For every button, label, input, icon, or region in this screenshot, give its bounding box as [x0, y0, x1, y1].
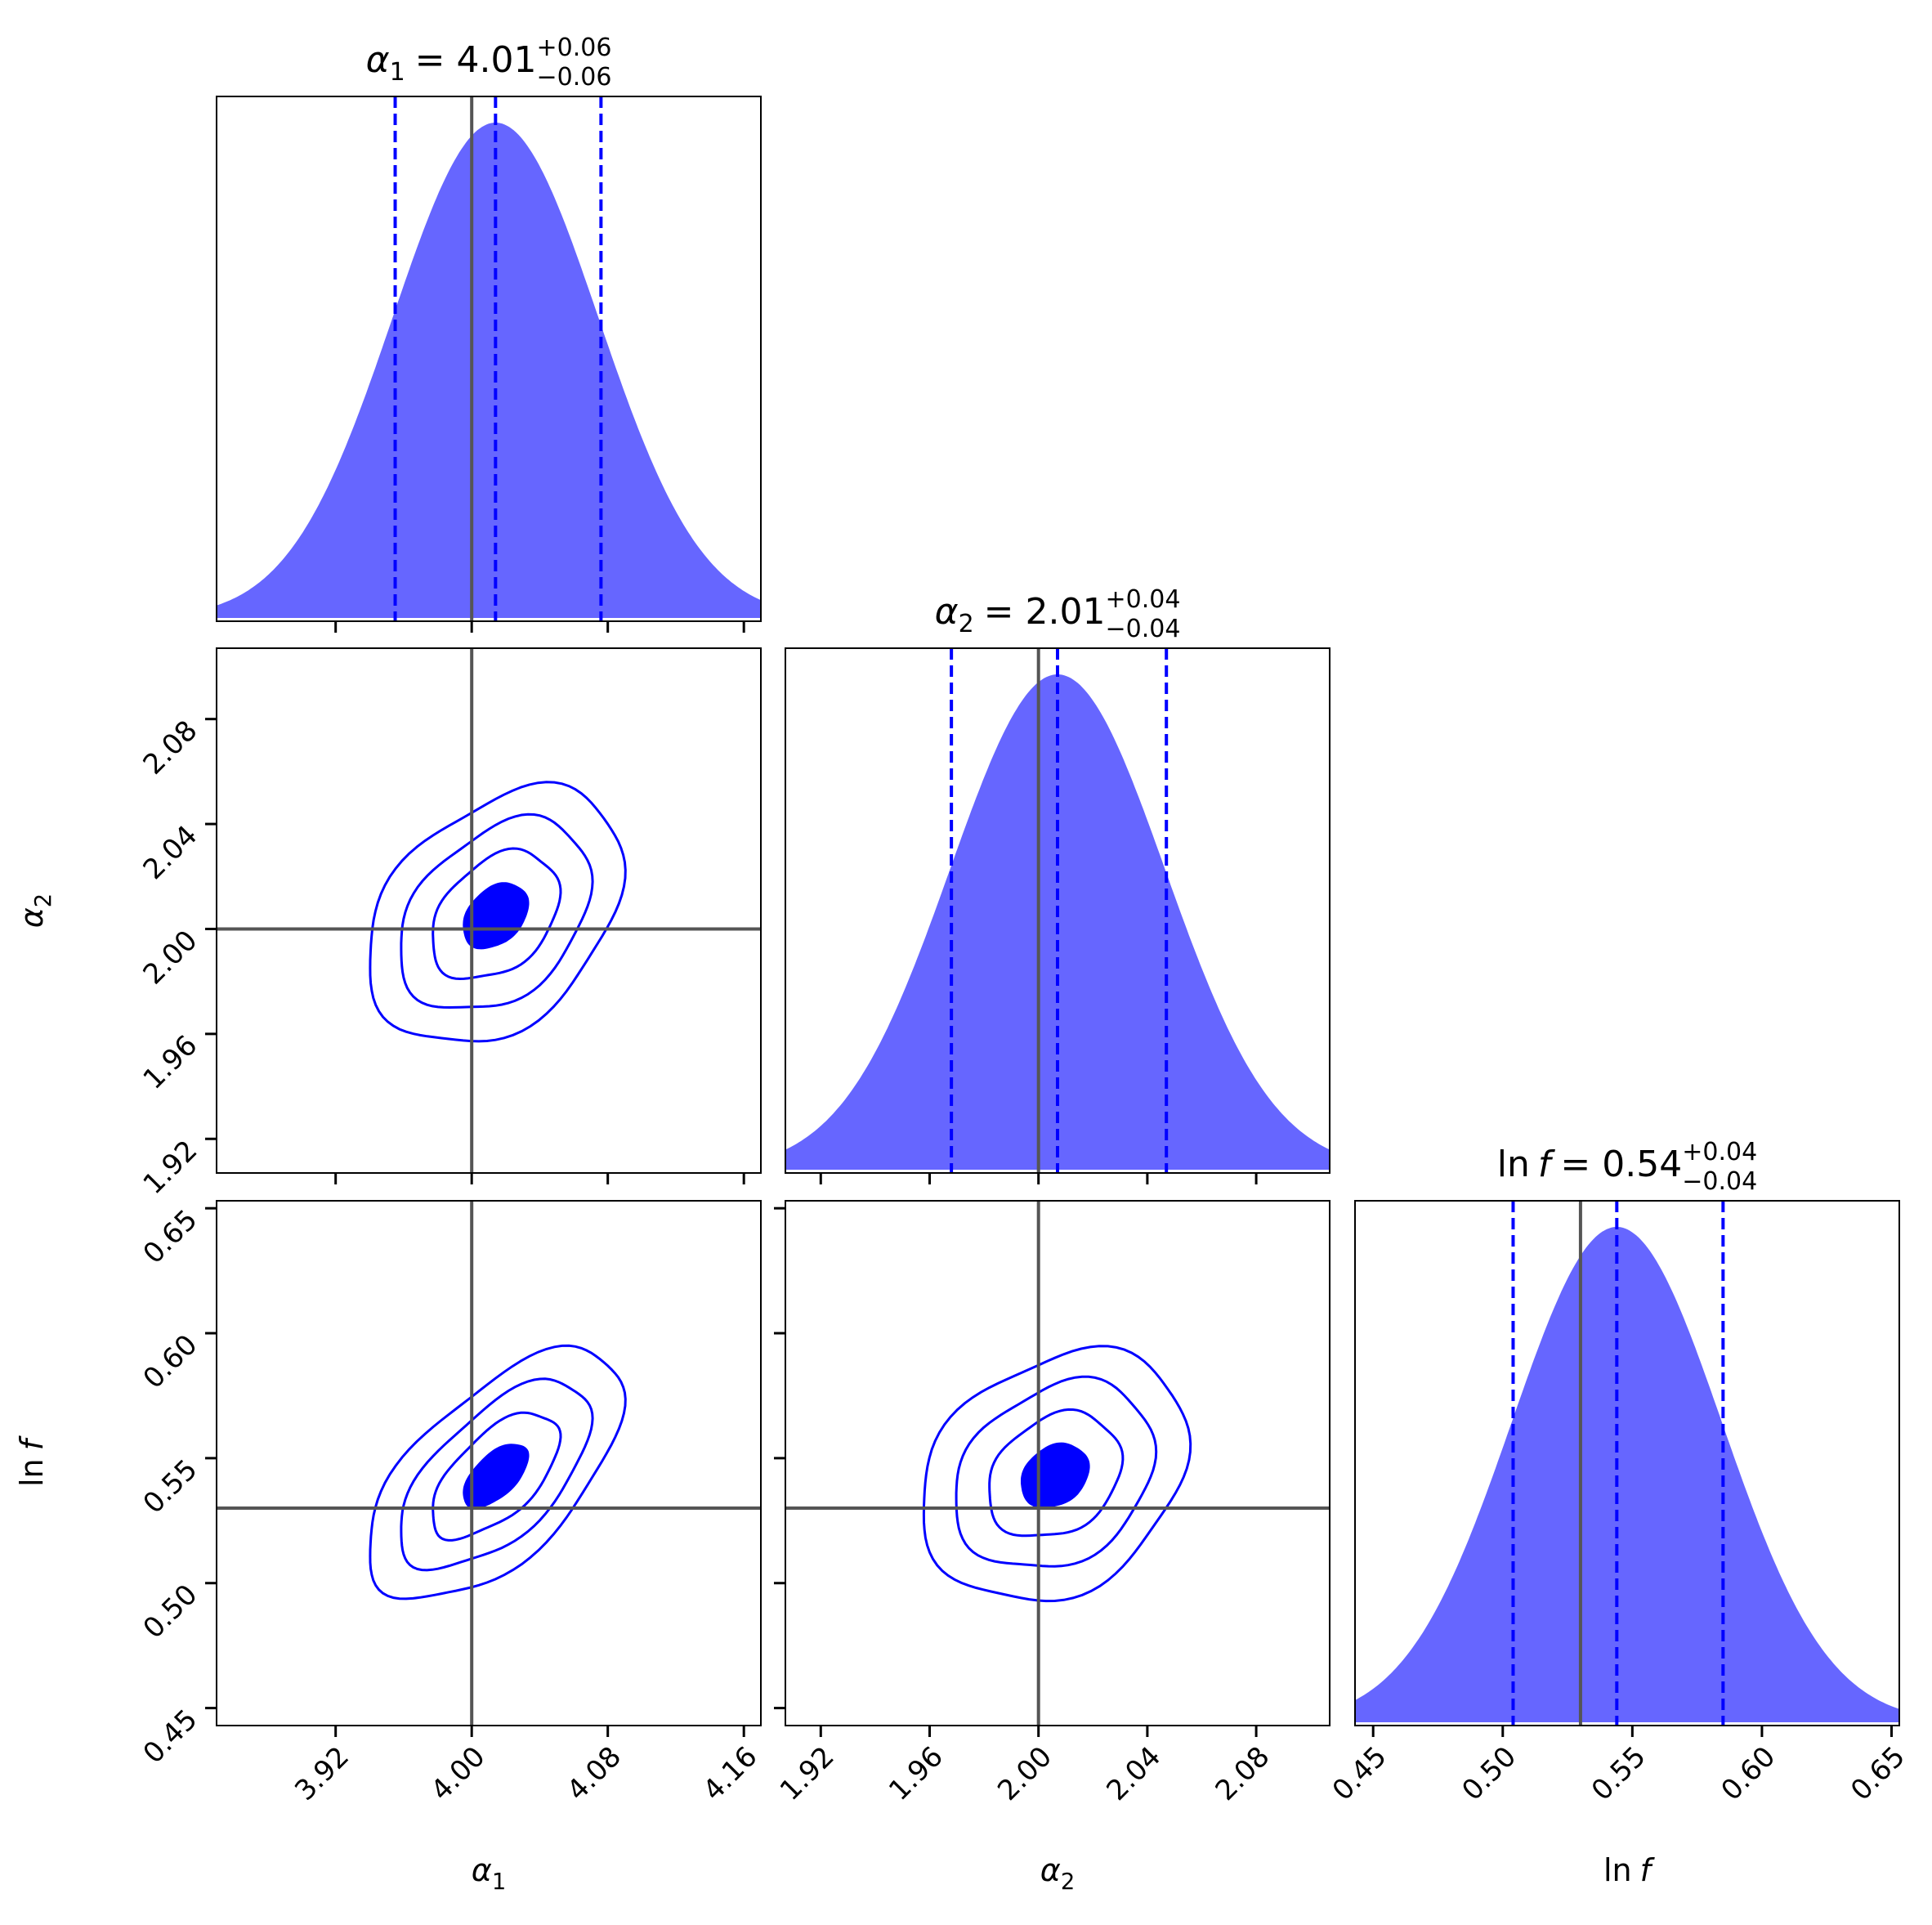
- x-axis-label-a1: α1: [472, 1852, 506, 1895]
- hist-panel-a2: α2 = 2.01+0.04 −0.04: [785, 585, 1330, 1174]
- title-symbol-a2: α: [935, 591, 959, 633]
- y-axis-label-a2-symbol: α: [14, 907, 50, 928]
- y-axis-label-lnf: ln f: [14, 1435, 50, 1487]
- x-axis-label-lnf-italic: f: [1640, 1852, 1656, 1888]
- xtick-label-a2-3: 2.04: [1100, 1740, 1167, 1807]
- contour-level-3-a1-a2: [400, 813, 594, 1010]
- hist-fill-a2: [785, 674, 1330, 1170]
- hist-frame-a1: [216, 96, 762, 622]
- xtick-label-a1-1: 4.00: [425, 1740, 492, 1807]
- xtick-label-lnf-2: 0.55: [1585, 1740, 1652, 1807]
- x-axis-label-a2: α2: [1040, 1852, 1075, 1895]
- contour-core-a1-a2: [463, 882, 530, 950]
- contour-level-3-a2-lnf: [955, 1375, 1158, 1568]
- title-value-a2: = 2.01: [984, 591, 1106, 633]
- title-symbol-lnf: ln: [1497, 1144, 1530, 1185]
- y-axis-label-a2-subscript: 2: [31, 893, 56, 907]
- xtick-label-a1-2: 4.08: [561, 1740, 628, 1807]
- hist-panel-lnf: ln f = 0.54+0.04 −0.04: [1354, 1138, 1900, 1726]
- title-minus-error-lnf: −0.04: [1682, 1167, 1757, 1196]
- ytick-label-a2-0: 1.92: [137, 1134, 204, 1201]
- hist-title-lnf: ln f = 0.54+0.04 −0.04: [1497, 1138, 1757, 1196]
- y-axis-label-group-a2: α2: [14, 893, 56, 928]
- xtick-label-lnf-3: 0.60: [1715, 1740, 1782, 1807]
- hist-title-a2: α2 = 2.01+0.04 −0.04: [935, 585, 1181, 643]
- title-italic-lnf: f: [1538, 1144, 1556, 1185]
- xtick-label-a2-0: 1.92: [774, 1740, 841, 1807]
- contour-core-a2-lnf: [1021, 1442, 1090, 1508]
- xtick-label-a1-0: 3.92: [288, 1740, 356, 1807]
- x-axis-label-a1-symbol: α: [472, 1852, 492, 1888]
- title-subscript-a1: 1: [390, 58, 405, 87]
- hist-fill-a1: [217, 123, 761, 618]
- contour-core-a1-lnf: [463, 1444, 530, 1510]
- x-axis-label-lnf-symbol: ln: [1603, 1852, 1632, 1888]
- ytick-label-lnf-0: 0.45: [137, 1703, 204, 1771]
- title-minus-error-a2: −0.04: [1106, 615, 1181, 643]
- ytick-label-lnf-3: 0.60: [137, 1328, 204, 1395]
- y-axis-label-lnf-italic: f: [14, 1435, 50, 1450]
- ytick-label-lnf-1: 0.50: [137, 1578, 204, 1645]
- title-subscript-a2: 2: [959, 610, 974, 638]
- contour-panel-a1-a2: [216, 647, 762, 1174]
- contour-level-2-a2-lnf: [988, 1408, 1125, 1538]
- hist-title-a1: α1 = 4.01+0.06 −0.06: [366, 34, 612, 92]
- xtick-label-a2-2: 2.00: [991, 1740, 1058, 1807]
- title-plus-error-a2: +0.04: [1106, 585, 1181, 614]
- contour-frame-a2-lnf: [785, 1200, 1330, 1726]
- contour-panel-a2-lnf: [785, 1200, 1330, 1726]
- hist-panel-a1: α1 = 4.01+0.06 −0.06: [216, 34, 762, 622]
- xtick-label-a2-4: 2.08: [1210, 1740, 1277, 1807]
- x-axis-label-a2-subscript: 2: [1061, 1869, 1075, 1895]
- hist-fill-lnf: [1355, 1227, 1899, 1722]
- y-axis-label-group-lnf: ln f: [14, 1435, 50, 1487]
- title-plus-error-lnf: +0.04: [1682, 1138, 1757, 1166]
- ytick-label-a2-1: 1.96: [137, 1029, 204, 1096]
- contour-frame-a1-lnf: [216, 1200, 762, 1726]
- ytick-label-lnf-2: 0.55: [137, 1453, 204, 1520]
- hist-frame-a2: [785, 647, 1330, 1174]
- contour-level-4-a2-lnf: [922, 1345, 1192, 1603]
- contour-level-4-a1-a2: [369, 781, 627, 1043]
- contour-level-4-a1-lnf: [369, 1344, 627, 1600]
- ytick-label-a2-4: 2.08: [137, 714, 204, 781]
- ytick-label-a2-3: 2.04: [137, 819, 204, 886]
- xtick-label-a2-1: 1.96: [883, 1740, 950, 1807]
- xtick-label-lnf-0: 0.45: [1326, 1740, 1393, 1807]
- title-plus-error-a1: +0.06: [537, 34, 612, 62]
- title-value-a1: = 4.01: [415, 39, 537, 81]
- x-axis-label-lnf: ln f: [1603, 1852, 1656, 1888]
- contour-panel-a1-lnf: [216, 1200, 762, 1726]
- y-axis-label-a2: α2: [14, 893, 56, 928]
- contour-level-2-a1-a2: [432, 847, 562, 981]
- ytick-label-lnf-4: 0.65: [137, 1203, 204, 1270]
- contour-level-3-a1-lnf: [400, 1377, 594, 1572]
- contour-frame-a1-a2: [216, 647, 762, 1174]
- x-axis-label-a2-symbol: α: [1040, 1852, 1061, 1888]
- xtick-label-lnf-4: 0.65: [1845, 1740, 1912, 1807]
- xtick-label-lnf-1: 0.50: [1456, 1740, 1523, 1807]
- hist-frame-lnf: [1354, 1200, 1900, 1726]
- title-symbol-a1: α: [366, 39, 390, 81]
- contour-level-2-a1-lnf: [432, 1411, 562, 1542]
- title-value-lnf: = 0.54: [1560, 1144, 1682, 1185]
- y-axis-label-lnf-symbol: ln: [14, 1458, 50, 1487]
- x-axis-label-a1-subscript: 1: [492, 1869, 506, 1895]
- xtick-label-a1-3: 4.16: [697, 1740, 764, 1807]
- title-minus-error-a1: −0.06: [537, 63, 612, 92]
- ytick-label-a2-2: 2.00: [137, 924, 204, 992]
